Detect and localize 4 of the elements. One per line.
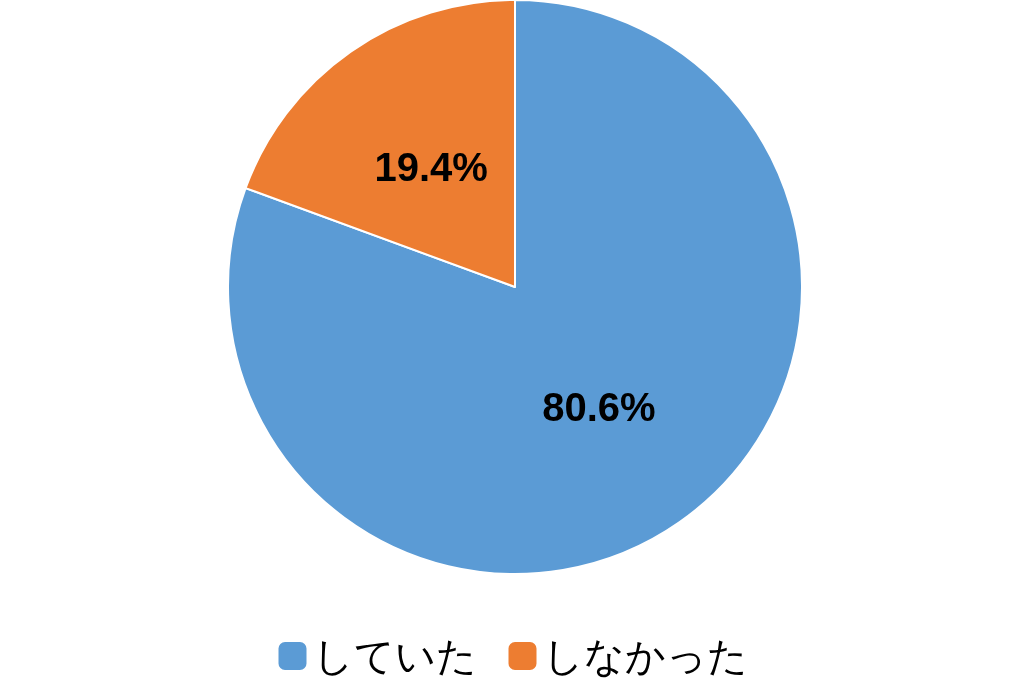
data-label: 80.6% bbox=[542, 385, 656, 430]
legend-label: しなかった bbox=[542, 633, 748, 679]
legend-label: していた bbox=[312, 633, 477, 679]
data-label: 19.4% bbox=[374, 144, 488, 189]
